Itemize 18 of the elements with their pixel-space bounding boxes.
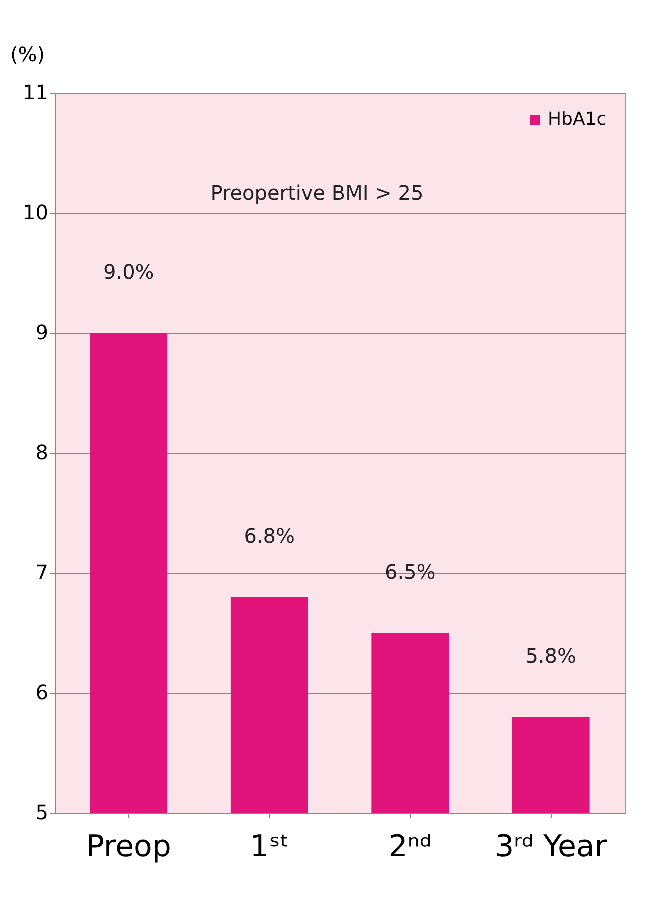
data-label: 6.5% [384,560,436,584]
y-axis-title: (%) [10,42,46,66]
x-tick-label: 3ʳᵈ Year [495,830,608,864]
y-tick-label: 5 [36,800,48,824]
data-label: 6.8% [244,524,296,548]
x-tick-label: 2ⁿᵈ [388,830,432,864]
y-tick-label: 10 [23,200,48,224]
legend-label: HbA1c [548,109,607,130]
y-tick-label: 8 [36,440,48,464]
y-tick-label: 11 [23,80,48,104]
data-label: 9.0% [103,260,154,284]
y-tick-label: 7 [36,560,48,584]
annotation: Preopertive BMI > 25 [210,180,424,205]
y-tick-label: 6 [36,680,48,704]
data-label: 5.8% [526,644,577,668]
x-tick-label: 1ˢᵗ [250,830,290,864]
y-tick-label: 9 [36,320,48,344]
x-tick-label: Preop [86,830,172,864]
